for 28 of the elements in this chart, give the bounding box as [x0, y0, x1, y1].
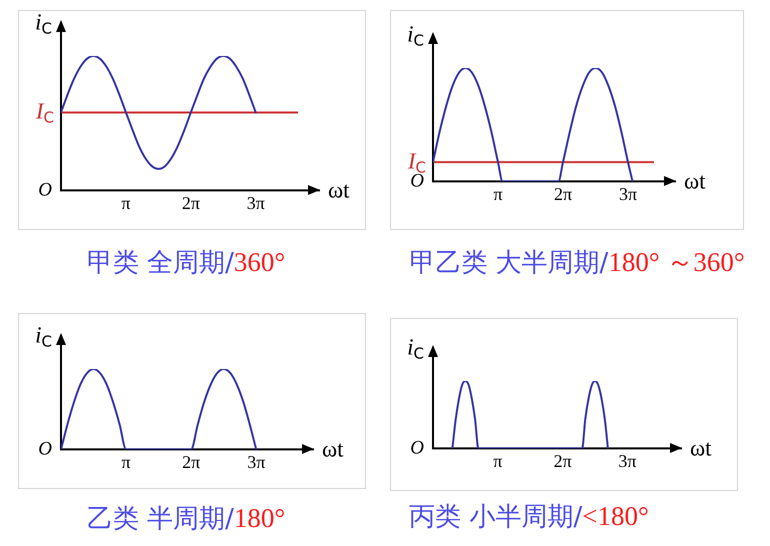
ref-line-label: I$_{C}$ [36, 98, 54, 127]
x-axis-title: ωt [690, 436, 712, 462]
x-tick-label: π [493, 184, 503, 204]
x-tick-label: 3π [247, 452, 266, 472]
y-axis-title: i$_{C}$ [35, 322, 52, 350]
x-tick-label: 2π [182, 192, 200, 213]
x-tick-label: 2π [554, 184, 572, 204]
text: 甲类 全周期/360° [86, 247, 286, 278]
text: 丙类 小半周期/<180° [409, 501, 649, 532]
x-axis-title: ωt [328, 178, 350, 204]
x-tick-label: 3π [619, 184, 638, 204]
y-axis-title: i$_{C}$ [407, 334, 424, 362]
x-tick-label: 2π [182, 452, 200, 472]
x-tick-label: 3π [246, 192, 265, 213]
y-axis-title: i$_{C}$ [35, 9, 52, 38]
x-tick-label: 3π [618, 450, 636, 471]
x-tick-label: 2π [554, 450, 572, 471]
text: 甲乙类 大半周期/180° ～360° [409, 247, 745, 278]
x-tick-label: π [121, 192, 130, 213]
text: 乙类 半周期/180° [86, 503, 286, 534]
y-axis-title: i$_{C}$ [407, 21, 424, 50]
x-tick-label: π [493, 450, 502, 471]
text: O [410, 438, 424, 460]
text: O [38, 438, 52, 461]
x-axis-title: ωt [322, 436, 344, 462]
text: O [38, 180, 52, 202]
x-tick-label: π [122, 452, 131, 472]
x-axis-title: ωt [684, 168, 706, 194]
